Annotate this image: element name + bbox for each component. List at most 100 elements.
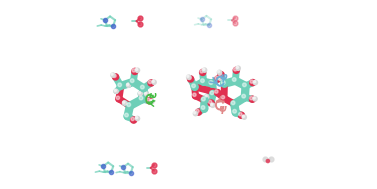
Circle shape <box>146 97 153 105</box>
Circle shape <box>200 70 203 73</box>
Circle shape <box>114 89 116 92</box>
Circle shape <box>241 82 250 90</box>
Circle shape <box>200 105 208 113</box>
Circle shape <box>208 100 212 104</box>
Circle shape <box>195 108 202 116</box>
Circle shape <box>147 79 155 87</box>
Circle shape <box>202 68 205 70</box>
Circle shape <box>209 81 213 84</box>
Circle shape <box>113 74 116 77</box>
Circle shape <box>199 78 208 86</box>
Circle shape <box>217 70 222 75</box>
Circle shape <box>210 102 216 108</box>
Text: ω: ω <box>149 91 157 100</box>
Circle shape <box>217 75 223 81</box>
Circle shape <box>232 78 236 81</box>
Circle shape <box>242 115 245 118</box>
Circle shape <box>135 116 138 119</box>
Circle shape <box>144 91 149 97</box>
Circle shape <box>234 67 237 71</box>
Circle shape <box>201 79 204 83</box>
Circle shape <box>149 99 155 104</box>
Circle shape <box>135 67 140 73</box>
Circle shape <box>220 80 228 88</box>
Circle shape <box>187 75 195 83</box>
Circle shape <box>238 112 245 119</box>
Circle shape <box>249 79 256 86</box>
Circle shape <box>217 71 225 78</box>
Circle shape <box>135 116 140 121</box>
Circle shape <box>148 80 152 84</box>
Circle shape <box>204 94 210 100</box>
Circle shape <box>233 109 236 113</box>
Circle shape <box>130 116 138 124</box>
Circle shape <box>235 65 241 71</box>
Circle shape <box>193 112 196 114</box>
Circle shape <box>188 76 191 80</box>
Circle shape <box>250 80 253 83</box>
Circle shape <box>230 100 238 108</box>
Circle shape <box>139 84 148 92</box>
Circle shape <box>132 69 135 72</box>
Circle shape <box>191 83 199 91</box>
Circle shape <box>135 68 138 71</box>
Circle shape <box>123 101 125 103</box>
Circle shape <box>201 106 205 109</box>
Circle shape <box>124 112 132 120</box>
Circle shape <box>187 75 189 77</box>
Circle shape <box>250 96 253 100</box>
Circle shape <box>221 81 225 84</box>
Circle shape <box>116 82 125 90</box>
Circle shape <box>207 99 215 107</box>
Circle shape <box>193 111 198 116</box>
Circle shape <box>192 84 195 88</box>
Circle shape <box>127 103 130 107</box>
Circle shape <box>138 95 146 103</box>
Circle shape <box>147 98 150 101</box>
Circle shape <box>202 97 205 101</box>
Circle shape <box>196 109 199 113</box>
Circle shape <box>138 92 141 94</box>
Circle shape <box>218 72 222 75</box>
Circle shape <box>253 81 256 83</box>
Circle shape <box>210 91 214 95</box>
Circle shape <box>214 89 221 96</box>
Circle shape <box>209 90 217 98</box>
Circle shape <box>215 76 218 80</box>
Circle shape <box>221 95 225 99</box>
Circle shape <box>129 78 138 86</box>
Circle shape <box>242 94 245 98</box>
Circle shape <box>127 83 129 86</box>
Circle shape <box>144 92 147 94</box>
Circle shape <box>253 97 255 99</box>
Circle shape <box>220 94 228 102</box>
Circle shape <box>218 76 220 78</box>
Circle shape <box>208 80 216 88</box>
Circle shape <box>231 108 240 117</box>
Circle shape <box>201 96 209 104</box>
Circle shape <box>265 159 270 163</box>
Circle shape <box>141 85 144 89</box>
Text: φ: φ <box>219 73 227 82</box>
Circle shape <box>130 79 134 83</box>
Circle shape <box>252 96 258 102</box>
Circle shape <box>242 83 246 87</box>
Circle shape <box>218 70 220 73</box>
Circle shape <box>215 90 218 93</box>
Circle shape <box>131 117 134 121</box>
Circle shape <box>214 75 222 83</box>
Circle shape <box>253 80 258 85</box>
Circle shape <box>113 88 119 94</box>
Circle shape <box>126 102 134 110</box>
Circle shape <box>211 103 213 105</box>
Circle shape <box>202 67 207 73</box>
Circle shape <box>248 95 256 103</box>
Circle shape <box>139 96 143 100</box>
Circle shape <box>199 69 207 76</box>
Circle shape <box>241 114 247 120</box>
Circle shape <box>239 112 242 116</box>
Circle shape <box>150 100 152 102</box>
Circle shape <box>205 95 207 97</box>
Circle shape <box>186 74 192 80</box>
Circle shape <box>115 95 123 103</box>
